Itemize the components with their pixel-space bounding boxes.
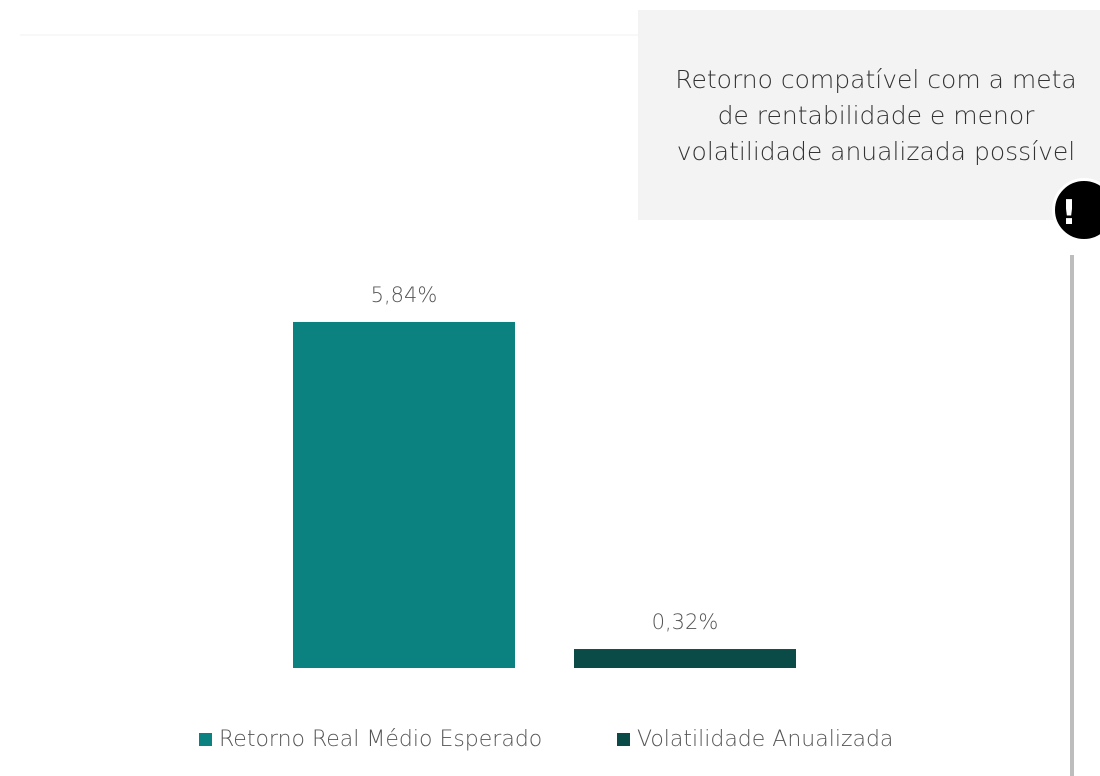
bar <box>574 649 796 668</box>
annotation: Retorno compatível com a meta de rentabi… <box>675 65 1077 166</box>
bar <box>293 321 515 668</box>
legend-label: Retorno Real Médio Esperado <box>219 727 542 752</box>
legend-label: Volatilidade Anualizada <box>637 727 893 752</box>
annotation-box: Retorno compatível com a meta de rentabi… <box>638 10 1100 220</box>
alert-icon: ! <box>1052 178 1100 242</box>
value-label: 0,32% <box>652 610 719 634</box>
legend-swatch <box>199 733 212 746</box>
legend-swatch <box>617 733 630 746</box>
value-label: 5,84% <box>371 283 438 307</box>
panel-shadow <box>1070 255 1074 776</box>
